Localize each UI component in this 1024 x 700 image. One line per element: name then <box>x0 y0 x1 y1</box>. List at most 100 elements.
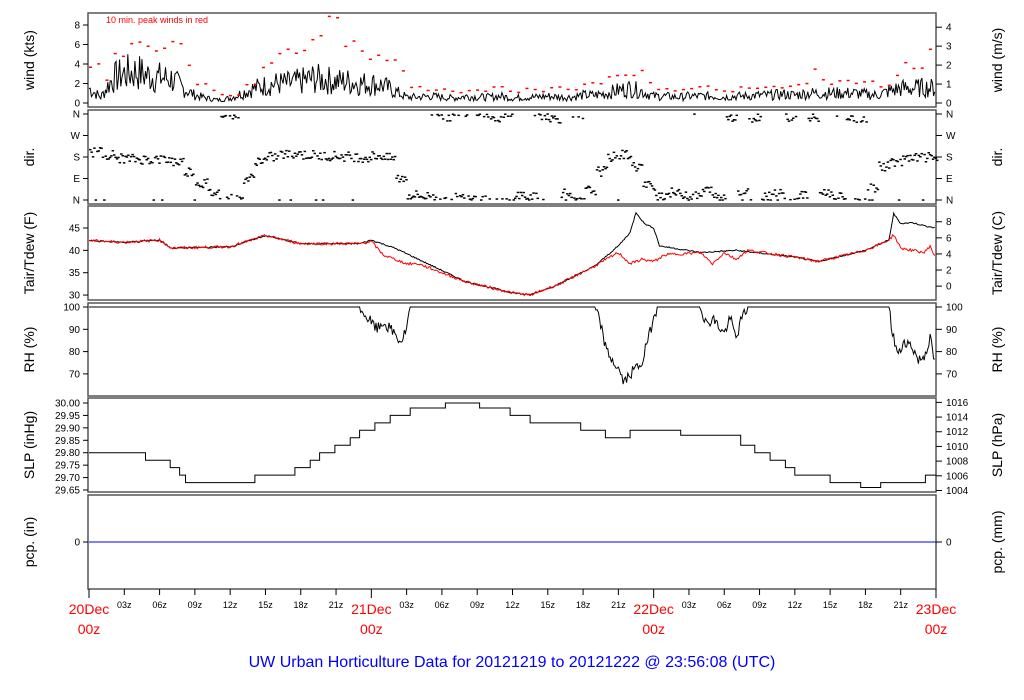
wind-direction-point <box>899 158 902 161</box>
wind-direction-point <box>306 157 309 159</box>
wind-direction-point <box>864 198 867 200</box>
wind-direction-point <box>458 195 462 197</box>
wind-direction-point <box>549 120 552 123</box>
left-tick-label: 100 <box>63 303 80 314</box>
right-tick-label: 1 <box>946 80 952 91</box>
wind-direction-point <box>849 115 853 117</box>
wind-direction-point <box>883 170 887 172</box>
wind-direction-point <box>717 194 720 197</box>
wind-direction-point <box>430 114 434 116</box>
wind-direction-point <box>807 117 810 120</box>
wind-direction-point <box>242 182 246 184</box>
wind-direction-point <box>557 121 561 124</box>
wind-direction-point <box>338 157 342 160</box>
wind-direction-point <box>588 186 592 189</box>
wind-direction-point <box>842 198 846 200</box>
wind-direction-point <box>924 161 928 163</box>
wind-direction-point <box>930 154 933 157</box>
wind-direction-point <box>639 164 642 166</box>
wind-direction-point <box>313 152 316 155</box>
wind-direction-point <box>190 174 194 177</box>
wind-direction-point <box>271 154 274 157</box>
wind-direction-point <box>166 161 170 163</box>
left-tick-label: 6 <box>74 40 80 51</box>
wind-direction-point <box>461 194 465 196</box>
left-tick-label: E <box>73 174 80 185</box>
wind-direction-point <box>409 198 412 200</box>
wind-direction-point <box>228 115 232 117</box>
wind-direction-point <box>235 195 239 197</box>
left-tick-label: 0 <box>74 538 80 549</box>
wind-direction-point <box>176 163 179 165</box>
wind-direction-point <box>762 199 765 201</box>
wind-direction-point <box>526 197 530 200</box>
wind-direction-point <box>213 192 216 194</box>
wind-direction-point <box>614 157 617 159</box>
wind-direction-point <box>371 151 374 153</box>
y-axis-label-right: dir. <box>989 148 1005 167</box>
wind-direction-point <box>297 151 301 153</box>
wind-direction-point <box>521 194 524 197</box>
wind-direction-point <box>329 159 332 162</box>
wind-direction-point <box>498 120 501 123</box>
right-tick-label: 1008 <box>946 457 969 468</box>
wind-direction-point <box>138 159 141 161</box>
wind-direction-point <box>800 190 803 193</box>
x-day-time-label: 00z <box>925 621 948 637</box>
wind-direction-point <box>444 197 448 199</box>
wind-direction-point <box>385 152 388 155</box>
wind-direction-point <box>583 198 586 200</box>
wind-direction-point <box>443 197 446 200</box>
wind-direction-point <box>793 198 796 200</box>
wind-direction-point <box>153 156 157 159</box>
wind-direction-point <box>766 199 770 201</box>
wind-direction-point <box>711 194 714 196</box>
wind-direction-point <box>505 198 508 200</box>
wind-direction-point <box>834 198 837 200</box>
wind-direction-point <box>865 121 868 123</box>
wind-direction-point <box>632 162 635 164</box>
wind-direction-point <box>161 199 164 201</box>
wind-direction-point <box>729 114 733 116</box>
wind-direction-point <box>144 155 147 158</box>
wind-direction-point <box>393 155 397 158</box>
wind-direction-point <box>196 182 199 184</box>
left-tick-label: 29.95 <box>55 411 80 422</box>
right-tick-label: N <box>946 196 953 207</box>
wind-direction-point <box>283 153 287 155</box>
wind-direction-point <box>913 154 916 157</box>
wind-direction-point <box>489 118 493 120</box>
wind-direction-point <box>501 198 504 200</box>
wind-direction-point <box>772 193 775 196</box>
wind-direction-point <box>895 160 898 162</box>
wind-direction-point <box>316 155 319 157</box>
x-tick-label: 03z <box>682 600 697 610</box>
right-tick-label: 2 <box>946 61 952 72</box>
wind-direction-point <box>744 192 747 194</box>
wind-direction-point <box>395 177 398 179</box>
wind-direction-point <box>211 194 215 197</box>
wind-direction-point <box>272 160 275 162</box>
wind-direction-point <box>821 193 825 195</box>
wind-direction-point <box>403 176 407 178</box>
wind-direction-point <box>847 118 850 120</box>
left-tick-label: 0 <box>74 99 80 110</box>
wind-direction-point <box>488 198 491 200</box>
wind-direction-point <box>463 197 466 199</box>
wind-direction-point <box>882 162 885 165</box>
wind-direction-point <box>218 197 222 200</box>
wind-direction-point <box>401 175 404 178</box>
wind-direction-point <box>550 115 554 117</box>
wind-direction-point <box>789 198 792 201</box>
wind-direction-point <box>179 158 182 160</box>
wind-direction-point <box>703 190 706 193</box>
right-tick-label: 1010 <box>946 442 969 453</box>
wind-direction-point <box>811 113 815 115</box>
wind-direction-point <box>649 183 652 185</box>
wind-direction-point <box>433 199 436 201</box>
wind-direction-point <box>206 178 209 180</box>
wind-direction-point <box>286 156 290 158</box>
wind-direction-point <box>416 193 419 196</box>
wind-direction-point <box>365 158 369 161</box>
wind-direction-point <box>146 157 150 160</box>
